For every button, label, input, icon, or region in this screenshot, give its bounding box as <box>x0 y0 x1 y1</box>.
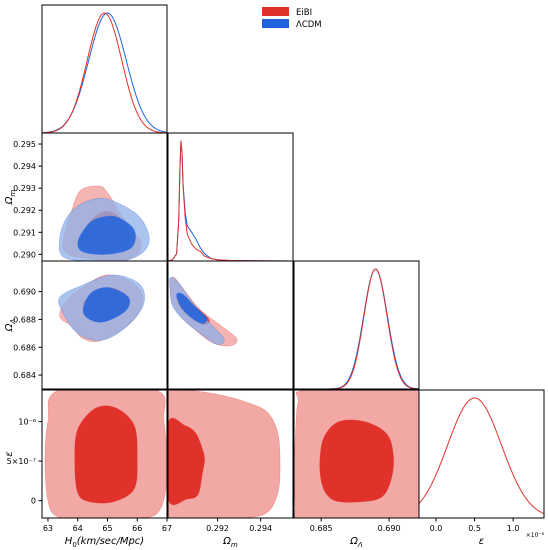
x-tick-label-H0: 65 <box>102 524 112 533</box>
panel-frame-eps-eps <box>418 389 545 519</box>
legend-label-eibi: EiBI <box>296 8 312 18</box>
y-axis-label-omega-m: Ωm <box>4 190 17 206</box>
marginal-OL-lcdm <box>294 268 419 389</box>
contour-eps_OL-eibi-inner <box>319 419 394 503</box>
x-axis-label-epsilon: ε <box>479 536 485 547</box>
y-tick-label-Om: 0.292 <box>13 206 36 215</box>
panel-frame-OL-Om <box>167 260 294 390</box>
marginal-Om-eibi <box>168 140 293 261</box>
y-tick-label-eps: 0 <box>31 497 36 506</box>
y-tick-label-Om: 0.295 <box>13 140 36 149</box>
panel-frame-OL-H0 <box>41 260 168 390</box>
marginal-eps-eibi <box>419 397 544 515</box>
marginal-Om-lcdm <box>168 140 293 261</box>
panel-frame-H0-H0 <box>41 4 168 134</box>
panel-frame-eps-Om <box>167 389 294 519</box>
x-tick-label-H0: 63 <box>43 524 53 533</box>
contour-eps_H0-eibi-inner <box>74 405 138 504</box>
contour-OL_H0-lcdm-inner <box>82 287 131 323</box>
y-tick-label-Om: 0.290 <box>13 250 36 259</box>
x-axis-label-h0: H0(km/sec/Mpc) <box>65 536 144 549</box>
x-tick-label-OL: 0.685 <box>310 524 333 533</box>
y-axis-label-epsilon: ε <box>4 451 15 457</box>
legend-swatch-lcdm <box>262 19 289 28</box>
legend-label-lcdm: ΛCDM <box>296 20 322 30</box>
y-tick-label-Om: 0.291 <box>13 228 36 237</box>
x-tick-label-eps: 0.5 <box>468 524 481 533</box>
y-axis-label-omega-lambda: ΩΛ <box>4 319 17 333</box>
y-tick-label-eps: 10⁻⁶ <box>18 418 36 427</box>
contour-OL_Om-lcdm-inner <box>176 292 208 324</box>
legend-swatch-eibi <box>262 7 289 16</box>
panel-frame-eps-H0 <box>41 389 168 519</box>
y-tick-label-OL: 0.686 <box>13 343 36 352</box>
y-tick-label-Om: 0.294 <box>13 162 36 171</box>
marginal-H0-lcdm <box>42 12 167 133</box>
x-tick-label-Om: 0.294 <box>249 524 272 533</box>
x-tick-label-OL: 0.690 <box>378 524 401 533</box>
x-axis-label-omega-lambda: ΩΛ <box>349 536 363 549</box>
x-tick-label-eps: 0.0 <box>430 524 443 533</box>
x-tick-label-H0: 66 <box>132 524 142 533</box>
y-tick-label-OL: 0.690 <box>13 288 36 297</box>
marginal-H0-eibi <box>42 12 167 133</box>
contour-Om_H0-lcdm-inner <box>77 215 136 255</box>
y-tick-label-OL: 0.684 <box>13 371 36 380</box>
marginal-OL-eibi <box>294 268 419 389</box>
eps-axis-multiplier: ×10⁻⁶ <box>526 532 545 539</box>
y-tick-label-OL: 0.688 <box>13 315 36 324</box>
legend: EiBI ΛCDM <box>262 7 322 30</box>
corner-plot-panels: 63 64 65 66 67 0.292 0.294 0.685 0.690 0.0 0.5 1.0 0… <box>4 4 545 549</box>
panel-frame-Om-Om <box>167 132 294 262</box>
x-tick-label-eps: 1.0 <box>507 524 520 533</box>
panel-frame-OL-OL <box>293 260 420 390</box>
contour-eps_Om-eibi-inner <box>168 417 205 506</box>
x-tick-label-H0: 64 <box>73 524 83 533</box>
y-tick-label-eps: 5×10⁻⁷ <box>7 457 36 466</box>
x-axis-label-omega-m: Ωm <box>222 536 238 549</box>
y-tick-label-Om: 0.293 <box>13 184 36 193</box>
x-tick-label-Om: 0.292 <box>206 524 229 533</box>
x-tick-label-H0: 67 <box>162 524 172 533</box>
